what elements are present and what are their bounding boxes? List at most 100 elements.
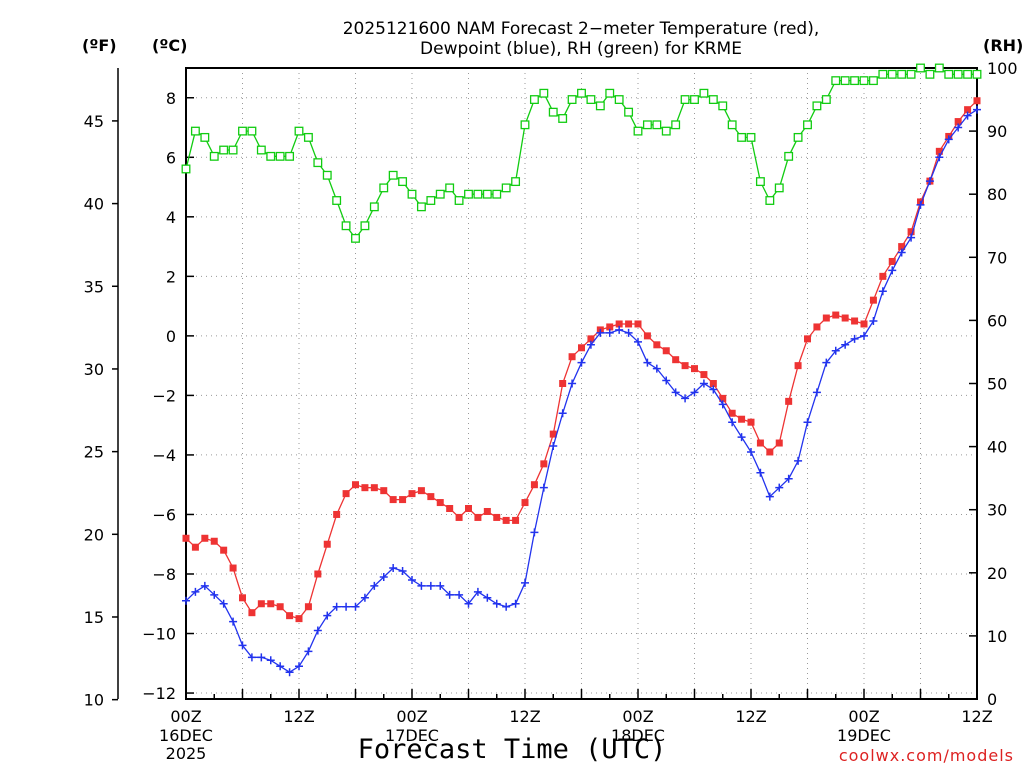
temperature-point: [427, 493, 435, 501]
dewpoint-point: [568, 379, 577, 388]
rh-tick-label: 70: [987, 248, 1007, 267]
dewpoint-point: [596, 328, 605, 337]
rh-point: [539, 88, 549, 98]
dewpoint-point: [954, 123, 963, 132]
dewpoint-point: [426, 581, 435, 590]
x-date-label: 18DEC: [611, 726, 665, 745]
temperature-point: [521, 499, 529, 507]
temperature-point: [681, 362, 689, 370]
x-tick-label: 12Z: [961, 707, 992, 726]
dewpoint-point: [888, 266, 897, 275]
temperature-point: [201, 534, 209, 542]
temperature-point: [483, 507, 491, 515]
temperature-point: [474, 513, 482, 521]
dewpoint-point: [897, 248, 906, 257]
tick-label-layer: 454035302520151086420−2−4−6−8−10−1210090…: [84, 59, 1018, 763]
temperature-point: [794, 362, 802, 370]
celsius-tick-label: 8: [166, 89, 176, 108]
dewpoint-point: [643, 358, 652, 367]
temperature-point: [766, 448, 774, 456]
rh-point: [529, 95, 539, 104]
rh-point: [633, 126, 643, 136]
dewpoint-point: [963, 111, 972, 120]
rh-point: [520, 120, 530, 130]
dewpoint-point: [916, 200, 925, 209]
dewpoint-point: [812, 388, 821, 397]
dewpoint-point: [408, 575, 416, 584]
temperature-point: [869, 296, 877, 304]
rh-point: [388, 170, 398, 180]
dewpoint-point: [210, 590, 219, 599]
rh-point: [426, 196, 436, 205]
temperature-point: [417, 487, 425, 495]
dewpoint-point: [756, 468, 765, 477]
temperature-point: [248, 609, 256, 617]
temperature-point: [728, 409, 736, 417]
temperature-point: [314, 570, 322, 578]
series-layer: [181, 63, 982, 677]
rh-point: [963, 69, 973, 79]
x-date-label: 19DEC: [837, 726, 891, 745]
rh-point: [275, 151, 285, 161]
rh-tick-label: 80: [987, 185, 1007, 204]
rh-point: [727, 120, 737, 130]
temperature-point: [333, 510, 341, 518]
temperature-point: [436, 499, 444, 507]
rh-point: [228, 145, 238, 155]
rh-point: [878, 69, 888, 79]
temperature-point: [634, 320, 642, 328]
temperature-point: [257, 600, 265, 608]
dewpoint-point: [436, 581, 445, 590]
dewpoint-point: [539, 483, 548, 492]
celsius-unit-label: (ºC): [152, 36, 187, 55]
dewpoint-point: [266, 656, 275, 665]
dewpoint-point: [765, 492, 774, 501]
temperature-point: [408, 490, 416, 498]
rh-point: [511, 177, 521, 187]
temperature-point: [832, 311, 840, 319]
rh-point: [341, 221, 351, 231]
rh-point: [454, 196, 464, 205]
rh-point: [247, 126, 257, 136]
dewpoint-point: [200, 581, 209, 590]
temperature-point: [512, 516, 520, 524]
dewpoint-point: [191, 587, 200, 596]
temperature-point: [587, 335, 595, 343]
rh-tick-label: 50: [987, 375, 1007, 394]
dewpoint-point: [850, 334, 859, 343]
rh-point: [285, 151, 295, 161]
temperature-point: [540, 460, 548, 468]
rh-point: [868, 76, 878, 86]
dewpoint-point: [332, 602, 341, 611]
dewpoint-point: [662, 376, 671, 385]
rh-point: [256, 145, 266, 155]
chart-title-line-2: Dewpoint (blue), RH (green) for KRME: [420, 39, 742, 59]
rh-point: [238, 126, 247, 136]
fahrenheit-unit-label: (ºF): [82, 36, 117, 55]
rh-point: [407, 189, 417, 199]
temperature-point: [465, 505, 472, 513]
temperature-point: [239, 594, 246, 602]
dewpoint-point: [671, 388, 680, 397]
dewpoint-point: [257, 653, 266, 662]
rh-tick-label: 60: [987, 311, 1007, 330]
dewpoint-point: [681, 394, 690, 403]
chart-title-line-1: 2025121600 NAM Forecast 2−meter Temperat…: [343, 19, 820, 39]
dewpoint-point: [718, 400, 727, 409]
dewpoint-point: [775, 483, 784, 492]
celsius-tick-label: 0: [166, 327, 176, 346]
dewpoint-point: [831, 346, 840, 355]
temperature-point: [342, 490, 350, 498]
rh-point: [200, 132, 210, 142]
rh-point: [850, 76, 860, 86]
rh-point: [774, 183, 784, 193]
dewpoint-point: [709, 385, 718, 394]
temperature-point: [276, 603, 284, 611]
x-tick-label: 00Z: [396, 707, 427, 726]
dewpoint-point: [878, 287, 887, 296]
rh-point: [416, 202, 426, 212]
dewpoint-point: [549, 442, 558, 451]
rh-tick-label: 30: [987, 501, 1007, 520]
x-tick-label: 00Z: [622, 707, 653, 726]
x-tick-label: 12Z: [509, 707, 540, 726]
